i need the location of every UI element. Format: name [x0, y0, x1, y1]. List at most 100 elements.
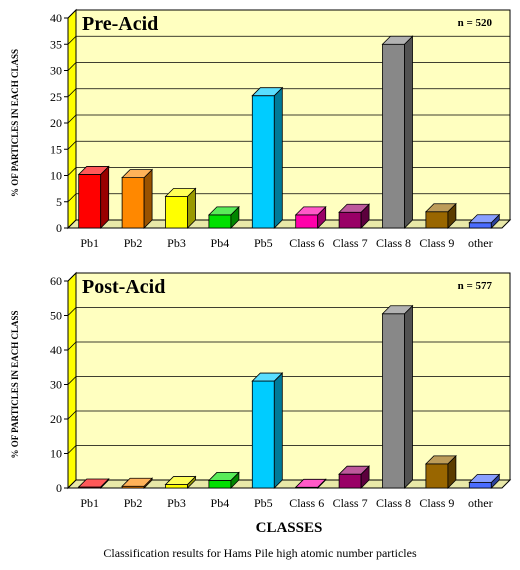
x-tick-label: Pb1 — [80, 496, 99, 510]
bar-front — [165, 196, 188, 229]
chart-panel-2: 0 10 20 30 40 50 60 Pb1 Pb2 Pb3 Pb4 Pb5 Class 6 Class… — [10, 271, 512, 536]
x-tick-label: Pb3 — [167, 496, 186, 510]
y-tick-label: 20 — [50, 116, 62, 130]
bar-class-9 — [424, 202, 457, 229]
x-tick-label: Pb3 — [167, 236, 186, 250]
bar-front — [165, 484, 188, 489]
gridline — [67, 307, 510, 316]
bar-class-8 — [381, 35, 414, 229]
bar-front — [208, 480, 232, 489]
bar-front — [251, 95, 275, 229]
y-tick-label: 20 — [50, 412, 62, 426]
chart-title: Pre-Acid — [82, 13, 158, 35]
bar-top — [468, 474, 501, 483]
x-tick-label: Pb2 — [124, 496, 143, 510]
bar-pb1 — [77, 165, 110, 229]
y-tick-label: 40 — [50, 11, 62, 25]
bar-side — [100, 165, 110, 229]
x-tick-label: Class 7 — [333, 496, 368, 510]
y-tick-label: 30 — [50, 378, 62, 392]
bar-top — [77, 478, 110, 488]
y-tick-label: 50 — [50, 309, 62, 323]
chart-panel-1: 0 5 10 15 20 25 30 35 40 Pb1 Pb2 Pb3 Pb4 Pb5 Class 6 Cl… — [10, 8, 512, 250]
y-tick-label: 25 — [50, 90, 62, 104]
bar-front — [425, 463, 449, 489]
bar-top — [77, 166, 110, 175]
gridline — [67, 445, 510, 454]
bar-top — [294, 206, 327, 216]
bar-top — [207, 206, 240, 216]
bar-front — [121, 177, 145, 229]
bar-class-9 — [424, 454, 457, 489]
bar-pb5 — [251, 372, 284, 489]
bar-pb5 — [251, 86, 284, 229]
bar-front — [338, 473, 362, 489]
bar-class-6 — [294, 205, 327, 229]
x-tick-label: Class 9 — [419, 236, 454, 250]
bar-front — [468, 482, 492, 489]
y-tick-label: 0 — [56, 221, 62, 235]
x-tick-label: Class 6 — [289, 496, 324, 510]
gridline — [67, 35, 510, 45]
gridline — [67, 410, 510, 420]
bar-top — [338, 203, 371, 213]
y-axis-label: % OF PARTICLES IN EACH CLASS — [10, 311, 20, 459]
bar-front — [425, 211, 449, 229]
bar-top — [164, 476, 197, 485]
y-tick-label: 60 — [50, 274, 62, 288]
bar-top — [381, 35, 414, 45]
bar-top — [121, 169, 154, 179]
bar-top — [381, 305, 414, 315]
x-tick-label: Pb2 — [124, 236, 143, 250]
x-tick-label: other — [468, 236, 493, 250]
y-tick-label: 10 — [50, 169, 62, 183]
bar-top — [338, 465, 371, 475]
bar-pb4 — [207, 471, 240, 489]
bar-other — [468, 213, 501, 229]
bar-top — [424, 455, 457, 465]
bar-pb4 — [207, 205, 240, 229]
y-tick-label: 30 — [50, 64, 62, 78]
x-tick-label: Pb5 — [254, 236, 273, 250]
bar-class-6 — [294, 478, 327, 489]
y-tick-label: 0 — [56, 481, 62, 495]
bar-side — [404, 304, 413, 489]
chart-title: Post-Acid — [82, 276, 165, 298]
bar-front — [382, 43, 405, 229]
figure-caption: Classification results for Hams Pile hig… — [103, 546, 417, 560]
x-tick-label: Class 9 — [419, 496, 454, 510]
x-tick-label: Class 8 — [376, 236, 411, 250]
y-axis-label: % OF PARTICLES IN EACH CLASS — [10, 49, 20, 197]
y-tick-label: 35 — [50, 37, 62, 51]
bar-top — [207, 472, 240, 481]
x-tick-label: Class 8 — [376, 496, 411, 510]
gridline — [67, 193, 510, 203]
bar-side — [143, 168, 153, 229]
bar-front — [251, 380, 275, 489]
gridline — [67, 167, 510, 176]
gridline — [67, 140, 510, 150]
bar-front — [338, 211, 362, 229]
bar-other — [468, 473, 501, 489]
y-tick-label: 5 — [56, 195, 62, 209]
bar-class-8 — [381, 304, 414, 489]
x-tick-label: other — [468, 496, 493, 510]
bar-front — [382, 313, 405, 489]
bar-top — [468, 214, 501, 224]
bar-class-7 — [338, 203, 371, 229]
x-tick-label: Class 6 — [289, 236, 324, 250]
bar-pb2 — [121, 168, 154, 229]
x-tick-label: Pb4 — [211, 236, 230, 250]
sample-size-label: n = 520 — [458, 17, 493, 29]
bar-pb3 — [164, 475, 197, 489]
bar-top — [164, 188, 197, 197]
bar-front — [295, 214, 319, 229]
bar-side — [273, 372, 283, 489]
bar-side — [404, 35, 413, 229]
bar-pb3 — [164, 187, 197, 229]
x-tick-label: Pb4 — [211, 496, 230, 510]
x-axis-label: CLASSES — [256, 520, 323, 536]
bar-class-7 — [338, 465, 371, 489]
gridline — [67, 376, 510, 385]
